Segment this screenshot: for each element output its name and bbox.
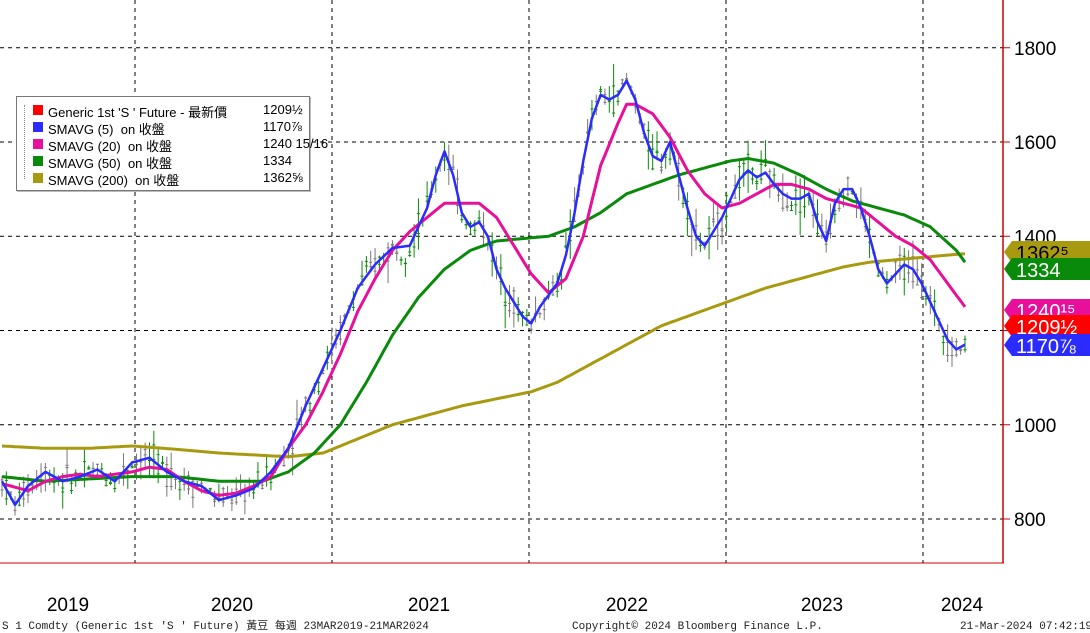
legend-swatch (33, 139, 43, 149)
sma50-line (1, 157, 967, 483)
y-tick-label: 1800 (1014, 39, 1056, 60)
right-value-tag: 1170⅞ (1004, 334, 1090, 358)
legend-swatch (33, 105, 43, 115)
x-tick-label: 2019 (47, 595, 89, 616)
legend-value: 1170⅞ (263, 119, 302, 134)
sma200-line (1, 252, 966, 459)
legend-swatch (33, 122, 43, 132)
right-value-tag-bg (1004, 334, 1090, 356)
legend-item: SMAVG (200) on 收盤 1362⅝ (17, 170, 307, 188)
x-tick-label: 2020 (211, 595, 253, 616)
right-value-tag-text: 1170⅞ (1016, 336, 1076, 358)
legend-item: SMAVG (5) on 收盤 1170⅞ (17, 119, 307, 137)
legend-value: 1334 (263, 153, 292, 168)
legend-tree-line (24, 105, 26, 179)
legend-value: 1362⅝ (263, 170, 303, 185)
right-value-tag-bg (1004, 315, 1090, 337)
legend-label: Generic 1st 'S ' Future - 最新價 (48, 105, 228, 120)
y-tick-label: 1000 (1014, 416, 1056, 437)
legend-swatch (33, 156, 43, 166)
right-value-tag-bg (1004, 241, 1090, 263)
legend-item: SMAVG (50) on 收盤 1334 (17, 153, 307, 171)
legend-value: 1209½ (263, 102, 303, 117)
x-tick-label: 2023 (801, 595, 843, 616)
legend: Generic 1st 'S ' Future - 最新價 1209½ SMAVG … (16, 96, 328, 191)
x-tick-label: 2022 (606, 595, 648, 616)
sma5-line (0, 79, 966, 507)
y-tick-label: 1600 (1014, 133, 1056, 154)
right-value-tag: 1209½ (1004, 315, 1090, 339)
legend-value: 1240 15/16 (263, 136, 329, 151)
legend-swatch (33, 173, 43, 183)
legend-label: SMAVG (50) on 收盤 (48, 156, 173, 171)
right-value-tag-text: 1209½ (1016, 317, 1077, 339)
legend-label: SMAVG (5) on 收盤 (48, 122, 165, 137)
x-tick-label: 2021 (408, 595, 450, 616)
legend-item: Generic 1st 'S ' Future - 最新價 1209½ (17, 102, 307, 120)
footer-right: 21-Mar-2024 07:42:19 (960, 621, 1090, 633)
footer-center: Copyright© 2024 Bloomberg Finance L.P. (572, 621, 823, 633)
footer-left: S 1 Comdty (Generic 1st 'S ' Future) 黃豆 … (2, 618, 429, 633)
right-value-tag-bg (1004, 258, 1090, 280)
legend-item: SMAVG (20) on 收盤 1240 15/16 (17, 136, 328, 154)
legend-label: SMAVG (200) on 收盤 (48, 173, 180, 188)
legend-label: SMAVG (20) on 收盤 (48, 139, 173, 154)
right-value-tag-text: 1334 (1016, 260, 1061, 282)
y-tick-label: 800 (1014, 510, 1046, 531)
right-value-tag: 1334 (1004, 258, 1090, 282)
x-tick-label: 2024 (941, 595, 984, 616)
